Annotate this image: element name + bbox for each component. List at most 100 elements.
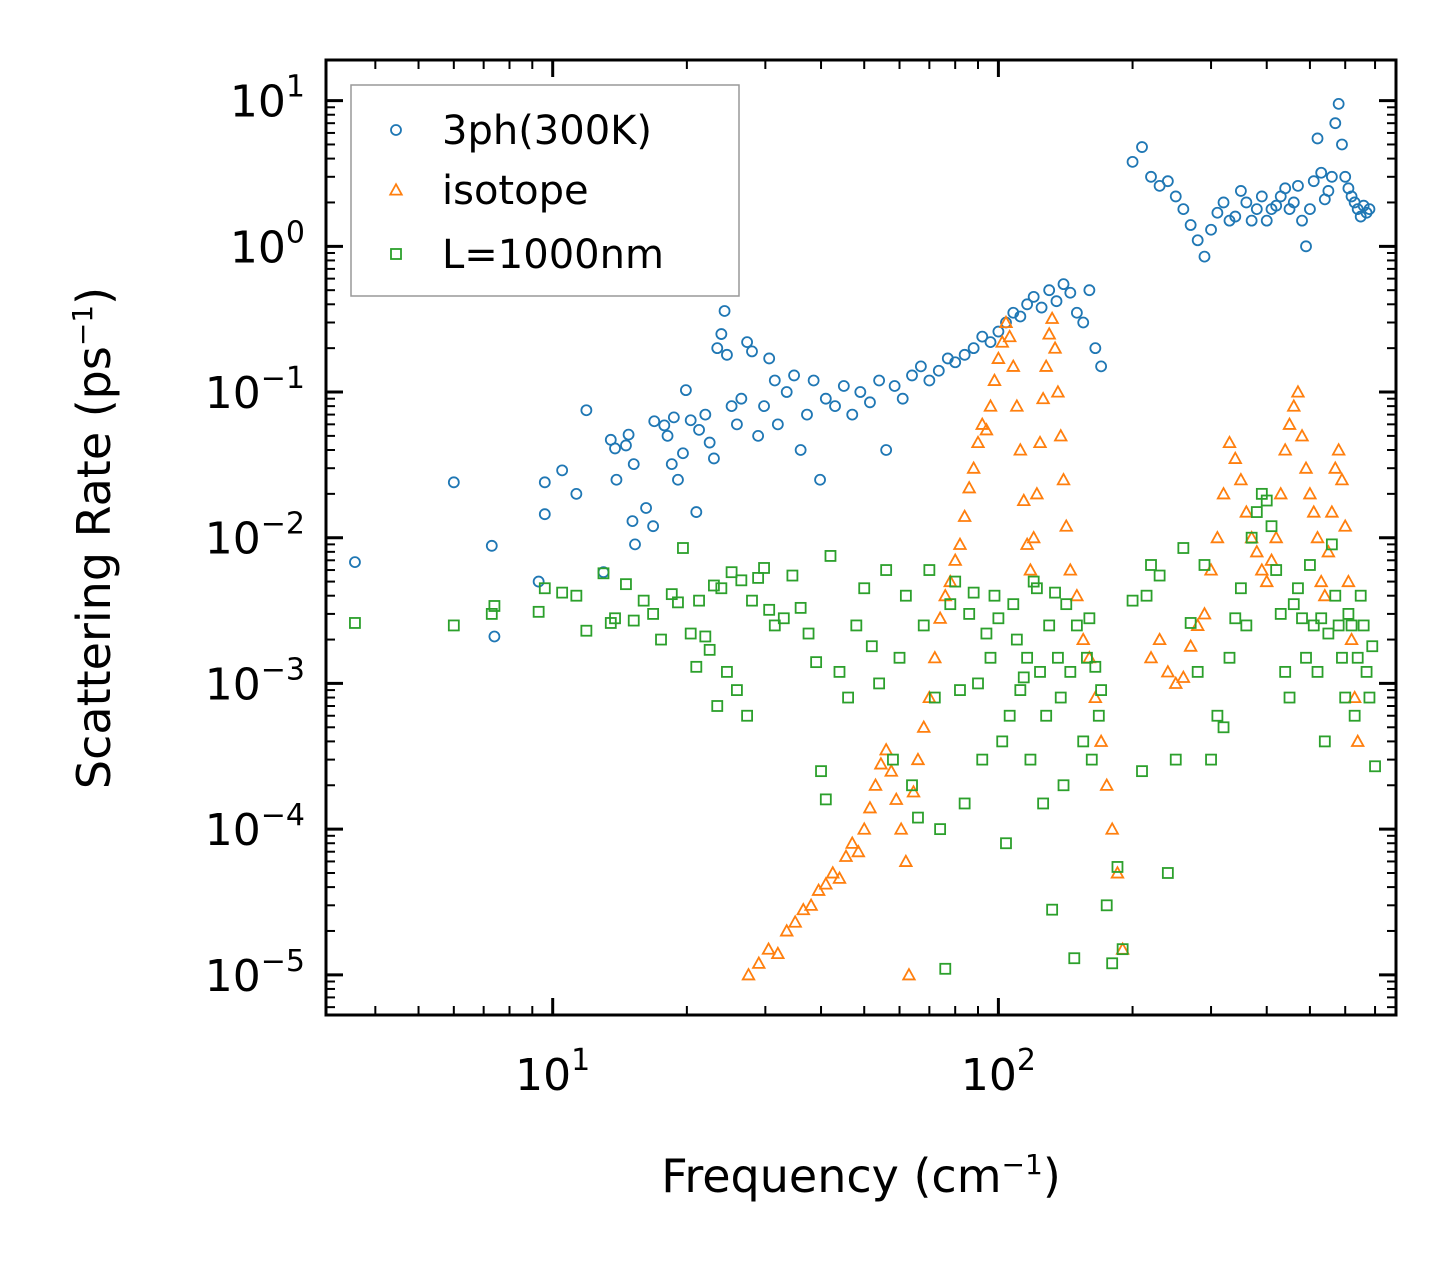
data-point bbox=[1019, 536, 1035, 550]
data-point bbox=[1332, 97, 1345, 110]
data-point bbox=[868, 777, 883, 791]
data-point bbox=[888, 380, 901, 392]
data-point bbox=[952, 536, 968, 550]
data-point bbox=[1348, 709, 1361, 722]
data-point bbox=[934, 823, 947, 836]
data-point bbox=[1363, 691, 1376, 704]
data-point bbox=[807, 374, 820, 387]
data-point bbox=[609, 612, 621, 625]
data-point bbox=[1100, 899, 1113, 912]
data-point bbox=[1363, 203, 1376, 216]
data-point bbox=[570, 487, 583, 500]
data-point bbox=[794, 444, 807, 456]
data-point bbox=[992, 612, 1005, 625]
y-tick-label: 10−4 bbox=[205, 798, 305, 856]
data-point bbox=[1300, 651, 1312, 664]
data-point bbox=[1177, 203, 1190, 216]
data-point bbox=[1223, 651, 1236, 664]
data-point bbox=[580, 624, 593, 637]
data-point bbox=[1287, 196, 1300, 209]
data-point bbox=[979, 422, 994, 436]
data-point bbox=[708, 452, 720, 465]
data-point bbox=[976, 753, 989, 766]
data-point bbox=[725, 400, 738, 413]
data-point bbox=[1083, 284, 1096, 297]
data-point bbox=[349, 617, 361, 629]
data-point bbox=[693, 423, 705, 436]
data-point bbox=[1095, 360, 1108, 373]
data-point bbox=[661, 429, 674, 442]
data-point bbox=[485, 539, 498, 552]
data-point bbox=[1093, 733, 1109, 747]
data-point bbox=[1234, 185, 1247, 197]
data-point bbox=[1052, 651, 1064, 664]
data-point bbox=[923, 374, 936, 387]
data-point bbox=[665, 588, 678, 601]
data-point bbox=[532, 605, 545, 618]
data-point bbox=[972, 677, 984, 690]
data-point bbox=[538, 508, 551, 521]
data-point bbox=[570, 589, 583, 602]
data-point bbox=[910, 752, 926, 766]
data-point bbox=[1063, 562, 1078, 576]
data-point bbox=[1250, 506, 1263, 518]
data-point bbox=[1007, 306, 1020, 319]
data-point bbox=[898, 853, 914, 867]
data-point bbox=[1177, 542, 1190, 554]
data-point bbox=[864, 396, 876, 409]
data-point bbox=[974, 416, 990, 430]
data-point bbox=[1265, 520, 1278, 533]
plot-area bbox=[349, 97, 1381, 981]
data-point bbox=[1344, 631, 1359, 646]
y-tick-label: 10−2 bbox=[205, 507, 305, 565]
data-point bbox=[1315, 612, 1328, 625]
data-point bbox=[842, 691, 854, 704]
data-point bbox=[718, 305, 731, 317]
data-point bbox=[647, 608, 660, 620]
data-point bbox=[1070, 306, 1083, 319]
data-point bbox=[947, 552, 963, 566]
data-point bbox=[963, 608, 976, 620]
data-point bbox=[684, 627, 697, 640]
data-point bbox=[597, 567, 610, 580]
data-point bbox=[854, 386, 867, 398]
data-point bbox=[580, 404, 593, 417]
data-point bbox=[1044, 310, 1060, 324]
data-point bbox=[1075, 631, 1091, 646]
data-point bbox=[1240, 196, 1253, 209]
data-point bbox=[1068, 952, 1081, 965]
data-point bbox=[1245, 214, 1258, 227]
data-point bbox=[703, 643, 716, 656]
data-point bbox=[967, 586, 980, 599]
data-point bbox=[690, 506, 703, 518]
data-point bbox=[672, 596, 684, 609]
data-point bbox=[815, 765, 827, 778]
data-point bbox=[1111, 861, 1124, 873]
data-point bbox=[1088, 689, 1103, 704]
legend-label-isotope: isotope bbox=[442, 168, 589, 214]
data-point bbox=[844, 835, 860, 849]
data-point bbox=[858, 582, 871, 595]
data-point bbox=[721, 665, 733, 678]
data-point bbox=[658, 419, 671, 432]
data-point bbox=[944, 598, 957, 611]
data-point bbox=[1003, 709, 1016, 722]
data-point bbox=[627, 614, 640, 627]
data-point bbox=[1160, 664, 1176, 678]
data-point bbox=[1161, 175, 1174, 188]
data-point bbox=[741, 709, 753, 722]
data-point bbox=[677, 447, 689, 460]
legend-label-3ph: 3ph(300K) bbox=[442, 108, 652, 154]
data-point bbox=[731, 418, 743, 431]
data-point bbox=[1233, 472, 1249, 486]
data-point bbox=[1027, 575, 1040, 588]
data-point bbox=[1304, 559, 1316, 571]
data-point bbox=[1227, 450, 1243, 464]
data-point bbox=[1300, 240, 1312, 253]
data-point bbox=[814, 473, 826, 486]
data-point bbox=[887, 753, 899, 766]
data-point bbox=[1050, 384, 1066, 398]
y-tick-label: 101 bbox=[230, 70, 305, 128]
data-point bbox=[1307, 619, 1320, 632]
data-point bbox=[485, 608, 498, 620]
